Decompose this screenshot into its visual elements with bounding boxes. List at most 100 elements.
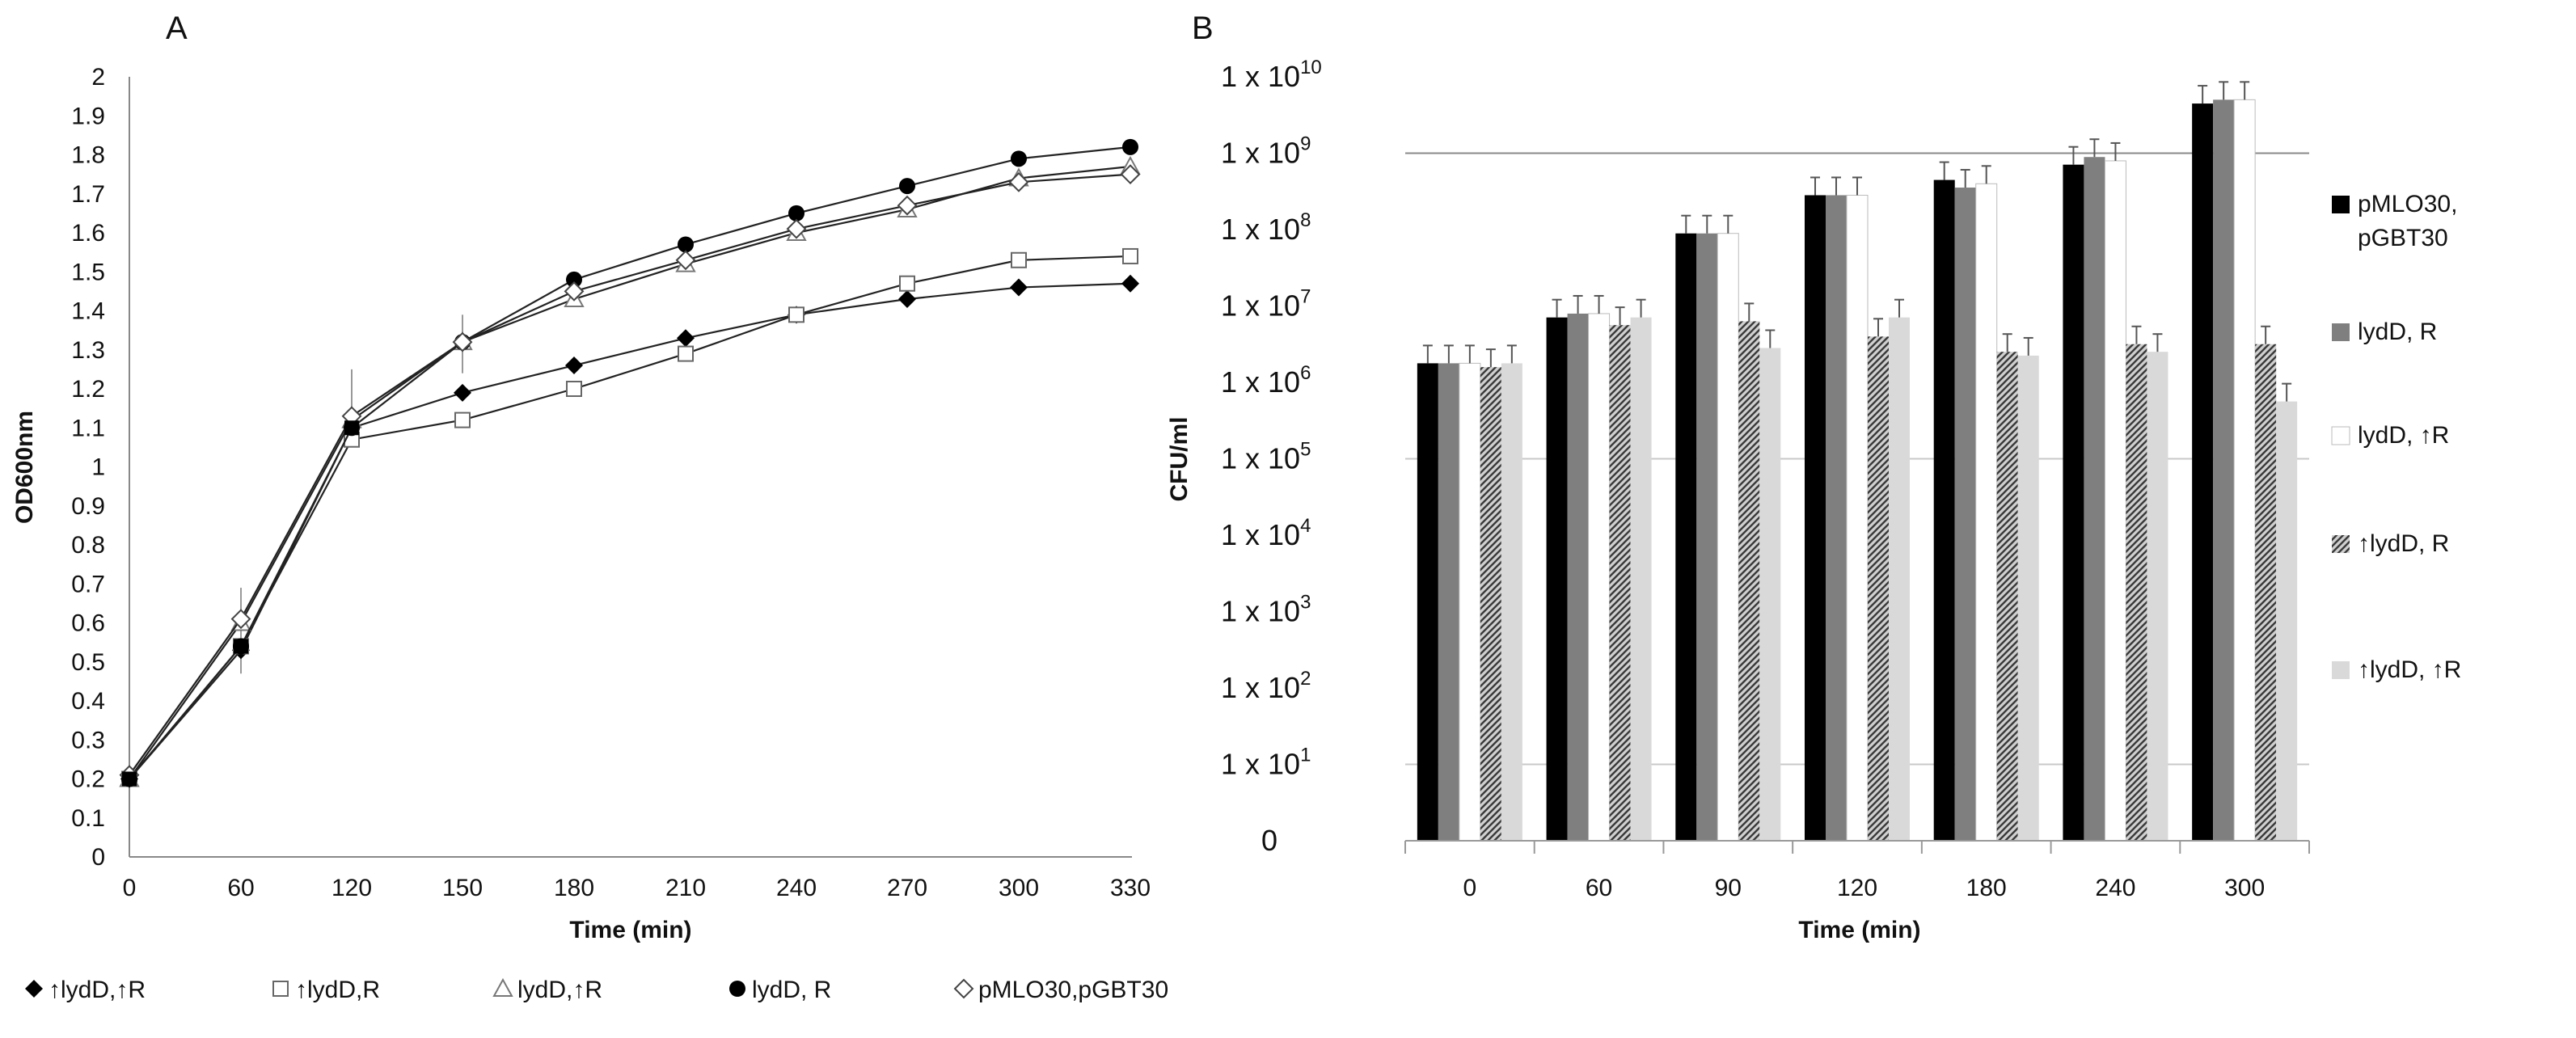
panel-b-legend-label: ↑lydD, R: [2358, 530, 2449, 557]
panel-a-data-point: [678, 345, 694, 362]
panel-a-data-point: [1122, 247, 1138, 264]
panel-b-legend-swatch: [2332, 196, 2350, 213]
panel-a-series: [119, 138, 1141, 788]
panel-a-data-point: [786, 218, 807, 239]
panel-a-legend-marker: [953, 978, 974, 999]
panel-a-data-point: [1011, 150, 1027, 167]
panel-a-y-tick-label: 0.6: [71, 610, 105, 637]
panel-b-bar: [2276, 401, 2298, 841]
panel-a-data-point: [566, 271, 582, 288]
panel-a-y-tick-label: 1.3: [71, 337, 105, 364]
panel-a-legend-label: ↑lydD,↑R: [49, 977, 146, 1003]
panel-a-y-tick-label: 2: [91, 64, 105, 91]
panel-a-y-tick-label: 0.3: [71, 727, 105, 753]
panel-b-x-tick-label: 90: [1715, 875, 1742, 901]
panel-b-x-tick-label: 0: [1463, 875, 1477, 901]
panel-b-y-tick-label: 1 x 107: [1221, 286, 1311, 323]
panel-b-bar: [2017, 355, 2039, 841]
panel-a-data-point: [678, 236, 694, 253]
panel-b-bar: [1889, 317, 1910, 841]
panel-b-y-tick-labels: 0 1 x 101 1 x 102 1 x 103 1 x 104 1 x 105 1 x …: [1221, 57, 1322, 857]
panel-b-bar: [1567, 313, 1589, 841]
panel-b-x-axis-title: Time (min): [1798, 917, 1920, 943]
panel-a-y-tick-label: 0.5: [71, 649, 105, 676]
panel-b-bar: [1417, 363, 1438, 841]
panel-a-x-tick-label: 180: [554, 875, 594, 901]
panel-a-data-point: [344, 420, 359, 436]
panel-a-legend-marker: [492, 977, 513, 997]
panel-a-data-point: [675, 250, 696, 271]
panel-b-bar: [2213, 99, 2235, 842]
panel-a-series-line: [129, 146, 1131, 780]
panel-b-legend-label: ↑lydD, ↑R: [2358, 656, 2461, 683]
panel-b-y-tick-exponent: 1: [1300, 745, 1311, 766]
panel-b-legend-swatch: [2332, 323, 2350, 341]
panel-a-label: A: [166, 11, 188, 46]
panel-b-legend-label: lydD, ↑R: [2358, 422, 2449, 449]
panel-a-y-tick-label: 1.5: [71, 259, 105, 285]
panel-b-bar-chart: B 0 1 x 101 1 x 102 1 x 103 1 x 104 1 x 105 1 …: [1166, 11, 2461, 943]
panel-b-legend-swatch: [2332, 661, 2350, 679]
panel-b-bar: [2233, 99, 2256, 842]
panel-a-x-tick-label: 330: [1110, 875, 1151, 901]
panel-b-bar: [2255, 344, 2277, 841]
panel-b-y-tick-label: 1 x 104: [1221, 515, 1311, 551]
panel-a-x-tick-label: 210: [665, 875, 706, 901]
panel-a-legend-label: ↑lydD,R: [295, 977, 380, 1003]
panel-b-legend: pMLO30, pGBT30 lydD, R lydD, ↑R ↑lydD, R ↑lyd…: [2331, 191, 2461, 683]
panel-a-line-chart: A 0 0.1 0.2 0.3 0.4 0.5 0.6 0.7 0.8 0.9 1 1.1 1.2 1.3…: [11, 11, 1168, 1003]
panel-b-bar: [1954, 188, 1976, 841]
panel-a-data-point: [564, 281, 585, 302]
panel-b-bars: [1417, 81, 2298, 842]
panel-a-y-tick-label: 1.2: [71, 376, 105, 403]
panel-a-x-tick-label: 60: [227, 875, 254, 901]
panel-b-bar: [1846, 194, 1869, 842]
panel-a-x-axis-title: Time (min): [569, 917, 691, 943]
panel-b-bar: [1696, 233, 1718, 842]
panel-a-y-tick-label: 0.4: [71, 688, 105, 715]
panel-b-x-tick-label: 120: [1837, 875, 1877, 901]
panel-b-bar: [1738, 321, 1760, 841]
panel-b-y-tick-label: 1 x 106: [1221, 362, 1311, 399]
panel-a-data-point: [788, 205, 804, 222]
panel-a-data-point: [230, 609, 251, 630]
panel-a-data-point: [898, 290, 916, 309]
panel-a-series-line: [129, 165, 1131, 780]
panel-b-bar: [1759, 348, 1781, 842]
panel-b-bar: [2104, 160, 2126, 842]
panel-b-y-tick-label: 1 x 102: [1221, 668, 1311, 704]
panel-a-y-tick-label: 1.1: [71, 415, 105, 441]
panel-a-y-tick-label: 1: [91, 454, 105, 481]
panel-b-y-tick-exponent: 7: [1300, 286, 1311, 308]
panel-b-legend-swatch: [2332, 535, 2350, 553]
panel-a-data-point: [234, 639, 248, 654]
panel-b-y-tick-exponent: 3: [1300, 592, 1311, 614]
panel-a-data-point: [454, 411, 471, 428]
panel-a-data-point: [1008, 171, 1029, 192]
panel-b-bar: [1805, 195, 1826, 842]
panel-b-bar: [1826, 195, 1847, 842]
panel-a-series-line: [129, 173, 1131, 776]
panel-a-x-tick-label: 270: [887, 875, 927, 901]
panel-a-data-point: [1010, 278, 1028, 297]
panel-b-bar: [2147, 352, 2168, 841]
panel-b-y-tick-label: 0: [1261, 824, 1277, 857]
panel-a-data-point: [452, 331, 473, 352]
panel-b-y-tick-label: 1 x 103: [1221, 592, 1311, 628]
panel-a-legend: ↑lydD,↑R ↑lydD,R lydD,↑R lydD, R pMLO30,pGBT…: [25, 977, 1168, 1003]
panel-a-x-tick-label: 150: [442, 875, 483, 901]
panel-b-bar: [2192, 103, 2214, 841]
panel-a-data-point: [454, 383, 471, 402]
panel-a-y-tick-label: 1.9: [71, 103, 105, 129]
panel-b-bar: [1630, 317, 1652, 841]
panel-b-x-tick-label: 60: [1586, 875, 1612, 901]
panel-b-bar: [1501, 363, 1522, 841]
panel-a-data-point: [565, 357, 583, 375]
panel-b-x-tick-label: 180: [1966, 875, 2007, 901]
panel-b-bar: [1868, 336, 1889, 841]
panel-b-bar: [1438, 363, 1459, 841]
panel-b-x-tick-labels: 0 60 90 120 180 240 300: [1404, 841, 2310, 901]
panel-a-legend-label: pMLO30,pGBT30: [978, 977, 1168, 1003]
panel-a-y-tick-label: 0: [91, 844, 105, 871]
